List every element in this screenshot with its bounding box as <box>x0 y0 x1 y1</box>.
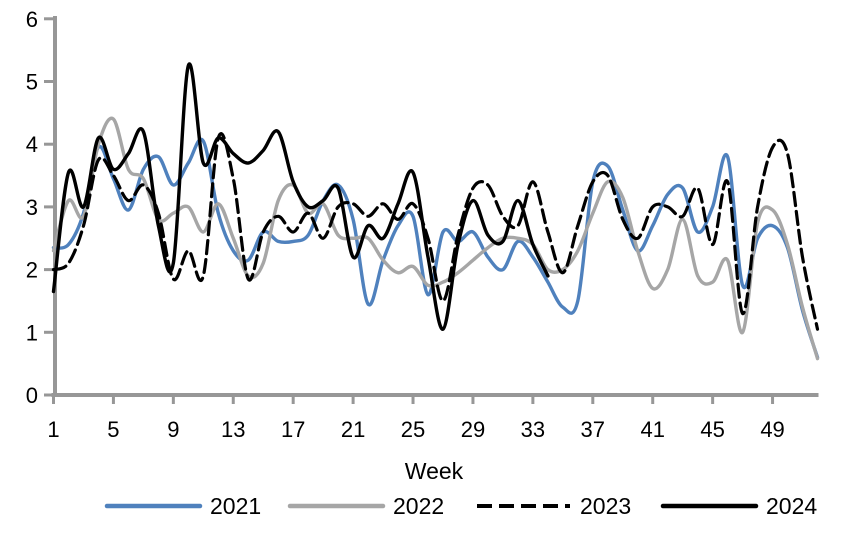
axes <box>44 16 819 404</box>
x-axis-tick-label: 25 <box>401 417 425 442</box>
x-axis-tick-label: 45 <box>700 417 724 442</box>
legend-label-2021: 2021 <box>210 493 261 519</box>
x-axis-tick-label: 33 <box>521 417 545 442</box>
legend-item-2024: 2024 <box>660 493 817 519</box>
x-axis-tick-label: 9 <box>167 417 179 442</box>
x-axis-tick-label: 5 <box>107 417 119 442</box>
y-axis-tick-label: 5 <box>26 70 38 95</box>
x-axis-tick-label: 17 <box>281 417 305 442</box>
y-axis-tick-label: 2 <box>26 258 38 283</box>
series-line-2021 <box>51 137 820 360</box>
y-axis-tick-label: 4 <box>26 132 38 157</box>
x-axis-tick-label: 13 <box>221 417 245 442</box>
legend-label-2024: 2024 <box>766 493 817 519</box>
x-axis-tick-label: 41 <box>640 417 664 442</box>
legend-label-2023: 2023 <box>580 493 631 519</box>
legend-item-2023: 2023 <box>477 493 631 519</box>
y-axis-tick-label: 3 <box>26 195 38 220</box>
legend-label-2022: 2022 <box>393 493 444 519</box>
series-line-2023 <box>51 132 820 331</box>
series-line-2022 <box>51 116 820 361</box>
x-axis-tick-label: 49 <box>760 417 784 442</box>
x-axis-tick-label: 1 <box>47 417 59 442</box>
y-axis-tick-label: 6 <box>26 7 38 32</box>
x-axis-title: Week <box>405 458 464 484</box>
x-axis-tick-label: 21 <box>341 417 365 442</box>
legend-item-2021: 2021 <box>104 493 261 519</box>
legend: 2021 2022 2023 2024 <box>104 493 817 519</box>
series-line-2024 <box>51 62 550 331</box>
series-lines <box>51 62 820 361</box>
y-axis-tick-label: 0 <box>26 383 38 408</box>
x-axis-tick-label: 29 <box>461 417 485 442</box>
x-axis-tick-label: 37 <box>581 417 605 442</box>
legend-item-2022: 2022 <box>287 493 444 519</box>
y-axis-tick-label: 1 <box>26 320 38 345</box>
